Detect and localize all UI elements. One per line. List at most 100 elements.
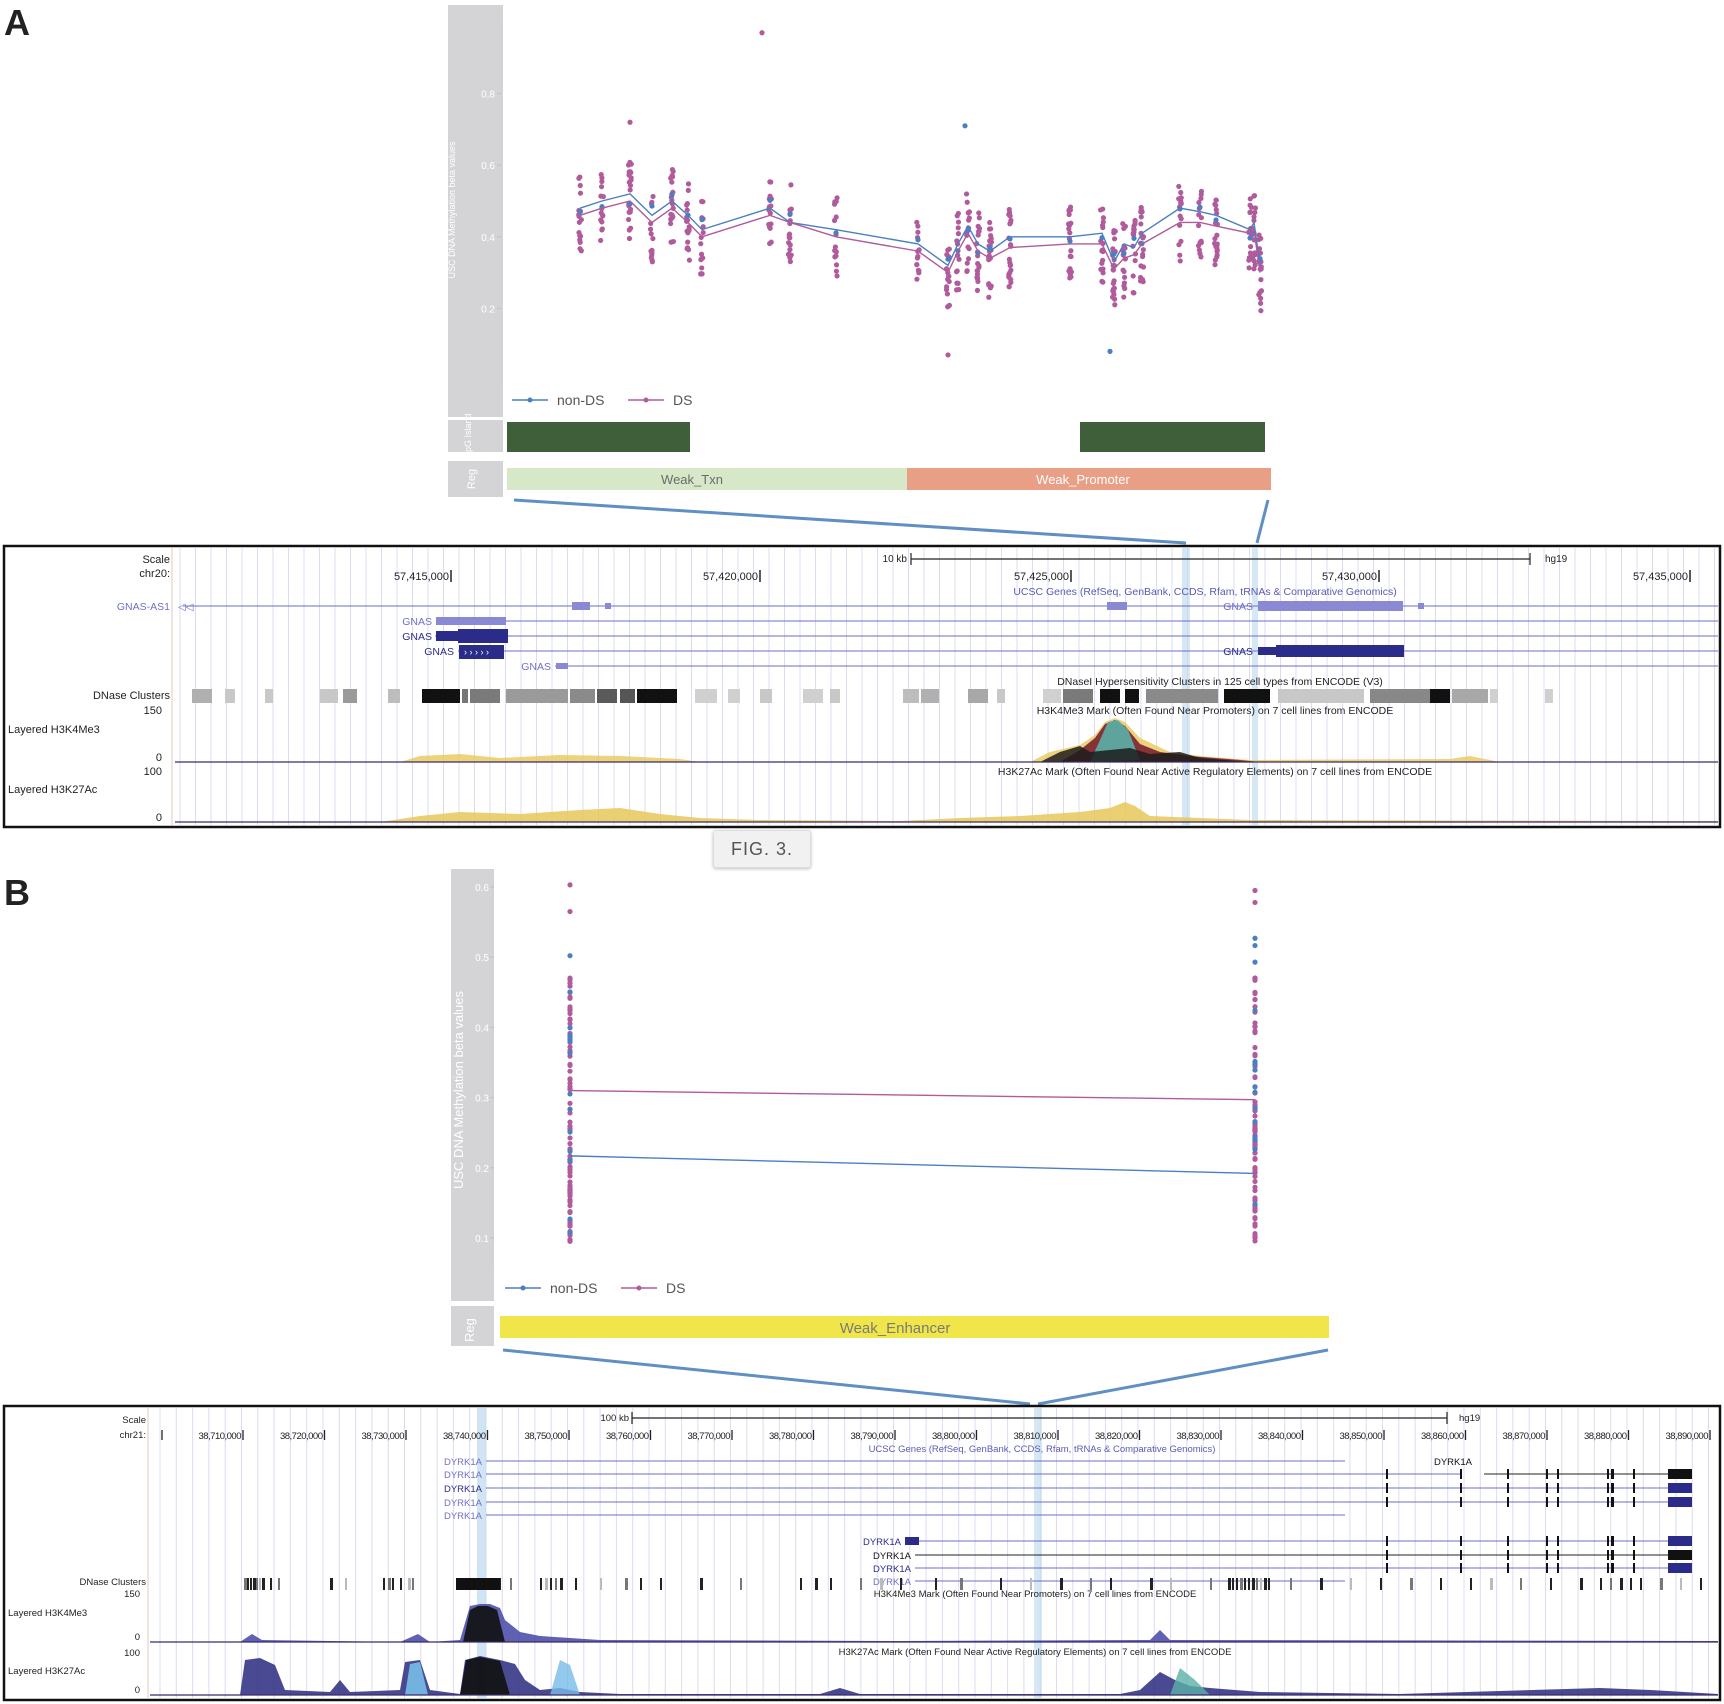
ds-point xyxy=(578,248,584,254)
ds-point xyxy=(625,216,632,223)
ds-point xyxy=(786,251,792,257)
panel-b-reg-label: Reg xyxy=(462,1318,477,1342)
ds-point xyxy=(1138,206,1144,213)
ds-point xyxy=(627,187,633,193)
outlier-point xyxy=(945,352,951,358)
svg-text:› › › › ›: › › › › › xyxy=(464,647,489,657)
ds-point xyxy=(669,179,675,185)
dnase-cluster xyxy=(1452,689,1488,703)
gene-label-dyrk1a-7: DYRK1A xyxy=(863,1537,902,1548)
non-ds-point xyxy=(1252,1137,1258,1143)
dnase-cluster xyxy=(575,1578,577,1590)
ds-point xyxy=(1212,236,1218,242)
ds-point xyxy=(685,239,691,245)
browser-b-h3k27-label: Layered H3K27Ac xyxy=(8,1666,85,1677)
ds-point xyxy=(1121,280,1128,286)
dnase-cluster xyxy=(470,689,500,703)
ds-point xyxy=(946,302,952,308)
ds-point xyxy=(1251,258,1257,264)
dnase-cluster xyxy=(1320,1578,1323,1590)
ds-point xyxy=(966,209,973,215)
ds-point xyxy=(1178,200,1184,206)
ds-point xyxy=(965,244,971,250)
browser-a-scale-label: Scale xyxy=(142,554,170,566)
ds-point xyxy=(670,214,676,220)
gene-label-gnas-as1: GNAS-AS1 xyxy=(117,601,170,613)
panel-b-ylabel: USC DNA Methylation beta values xyxy=(451,991,466,1189)
ds-point xyxy=(650,235,656,242)
dnase-cluster xyxy=(1248,1578,1250,1590)
outlier-point xyxy=(1252,887,1258,894)
non-ds-point xyxy=(1252,1084,1258,1090)
ds-point xyxy=(567,1222,573,1228)
ds-point xyxy=(1252,1216,1258,1222)
browser-a-chrom-label: chr20: xyxy=(139,568,170,580)
svg-text:57,430,000: 57,430,000 xyxy=(1322,571,1377,583)
ds-point xyxy=(787,235,793,241)
y-tick-label: 0.4 xyxy=(481,233,495,244)
svg-text:0: 0 xyxy=(135,1685,140,1696)
ds-point xyxy=(626,172,632,178)
ds-point xyxy=(1099,260,1105,266)
dnase-cluster xyxy=(1380,1578,1382,1590)
browser-a-dnase-title: DNaseI Hypersensitivity Clusters in 125 … xyxy=(1057,676,1383,688)
dnase-cluster xyxy=(1150,1578,1153,1590)
non-ds-point xyxy=(567,1216,573,1222)
non-ds-point xyxy=(567,1050,573,1056)
dnase-cluster xyxy=(1600,1578,1602,1590)
ds-point xyxy=(1252,989,1258,995)
ds-point xyxy=(1178,189,1184,196)
dnase-cluster xyxy=(1090,1578,1092,1590)
panel-a-reg-label: Reg xyxy=(466,469,478,489)
ds-point xyxy=(945,276,951,282)
gene-label-dyrk1a-8: DYRK1A xyxy=(873,1551,912,1562)
ds-point xyxy=(956,256,962,262)
dnase-cluster xyxy=(1430,689,1450,703)
y-tick-label: 0.1 xyxy=(475,1234,489,1245)
dnase-cluster xyxy=(265,689,273,703)
non-ds-line xyxy=(569,1155,1256,1175)
y-tick-label: 0.2 xyxy=(481,304,495,315)
coord-label: 38,780,000 xyxy=(769,1431,812,1442)
ds-point xyxy=(1252,1195,1258,1201)
reg-weak-txn xyxy=(507,468,907,490)
ds-point xyxy=(578,217,584,223)
ds-point xyxy=(1247,196,1253,202)
ds-point xyxy=(1214,248,1220,254)
ds-point xyxy=(1007,270,1013,276)
dnase-cluster xyxy=(1490,689,1498,703)
ds-point xyxy=(1252,1150,1258,1156)
ds-point xyxy=(834,273,840,279)
ds-point xyxy=(1111,236,1118,242)
ds-point xyxy=(1252,1223,1258,1229)
ds-point xyxy=(647,226,654,232)
ds-point xyxy=(832,247,838,254)
ds-point xyxy=(598,237,604,244)
ds-point xyxy=(787,242,793,248)
non-ds-point xyxy=(915,237,921,243)
dnase-cluster xyxy=(1268,1578,1270,1590)
ds-point xyxy=(1252,205,1259,211)
panel-b-yaxis: 0.1 0.2 0.3 0.4 0.5 0.6 xyxy=(475,883,494,1245)
coord-label: 38,830,000 xyxy=(1176,1431,1219,1442)
coord-label: 38,810,000 xyxy=(1013,1431,1056,1442)
dnase-cluster xyxy=(1660,1578,1663,1590)
dnase-cluster xyxy=(1100,689,1120,703)
ds-point xyxy=(964,268,970,275)
ds-point xyxy=(567,980,573,986)
ds-point xyxy=(1252,209,1258,216)
ds-point xyxy=(1252,1051,1258,1057)
browser-a-genes-title: UCSC Genes (RefSeq, GenBank, CCDS, Rfam,… xyxy=(1013,586,1396,598)
dnase-cluster xyxy=(1350,1578,1352,1590)
ds-point xyxy=(626,235,633,242)
non-ds-point xyxy=(1252,1007,1258,1014)
gene-label-gnas-1: GNAS xyxy=(402,616,432,628)
dnase-cluster xyxy=(830,689,840,703)
browser-a-h3k27-title: H3K27Ac Mark (Often Found Near Active Re… xyxy=(998,766,1432,778)
ds-point xyxy=(833,262,840,268)
ds-point xyxy=(1247,209,1253,215)
dnase-cluster xyxy=(1264,1578,1267,1590)
browser-b-assembly: hg19 xyxy=(1459,1413,1480,1424)
browser-a-h3k4-signal xyxy=(175,718,1718,763)
ds-point xyxy=(965,256,972,262)
